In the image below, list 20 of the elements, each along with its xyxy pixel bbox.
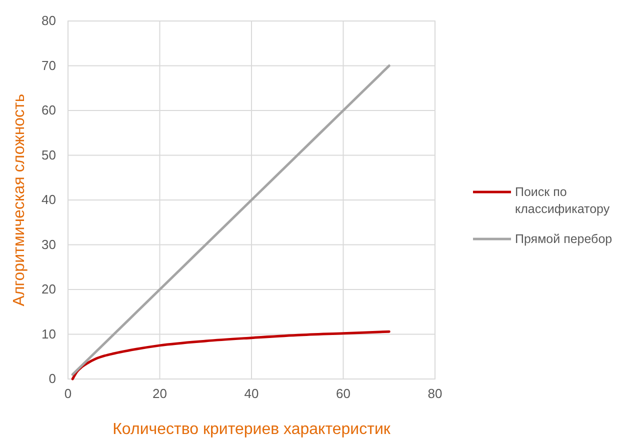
y-tick-label: 20: [42, 282, 56, 297]
y-tick-label: 70: [42, 58, 56, 73]
y-tick-label: 10: [42, 326, 56, 342]
x-tick-label: 20: [152, 386, 167, 402]
line-series: [71, 64, 390, 376]
y-tick-label: 50: [42, 147, 56, 162]
y-tick-label: 40: [42, 192, 56, 208]
x-tick-label: 0: [64, 386, 72, 402]
x-tick-label: 60: [336, 386, 350, 402]
y-tick-label: 60: [42, 102, 56, 118]
x-tick-label: 80: [428, 386, 442, 402]
x-tick-label: 40: [244, 386, 259, 402]
y-tick-label: 30: [42, 236, 56, 252]
legend-label: Прямой перебор: [515, 232, 612, 246]
y-axis-title: Алгоритмическая сложность: [11, 94, 28, 306]
line-series: [71, 330, 390, 380]
y-tick-label: 0: [48, 371, 56, 386]
y-tick-label: 80: [42, 13, 56, 28]
legend-label: Поиск по классификатору: [515, 185, 610, 216]
x-axis-title: Количество критериев характеристик: [112, 421, 392, 438]
